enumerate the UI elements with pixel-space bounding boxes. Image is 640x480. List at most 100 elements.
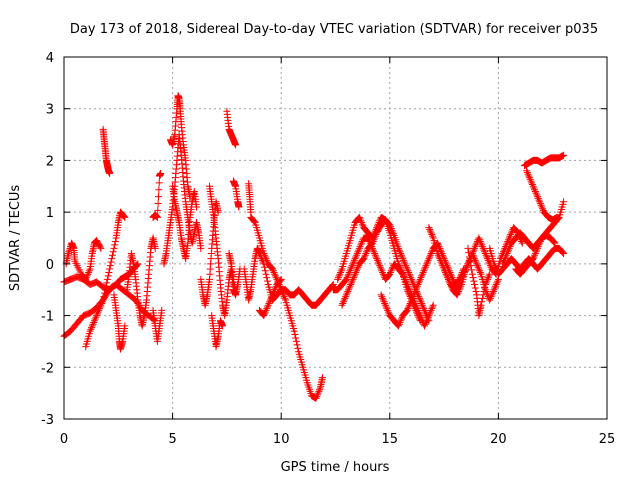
data-point bbox=[83, 272, 91, 280]
data-point bbox=[407, 274, 415, 282]
data-point bbox=[271, 270, 279, 278]
data-point bbox=[523, 168, 531, 176]
data-point bbox=[406, 272, 414, 280]
data-point bbox=[362, 250, 370, 258]
data-point bbox=[444, 275, 452, 283]
data-point bbox=[343, 289, 351, 297]
data-point bbox=[478, 243, 486, 251]
data-point bbox=[346, 267, 354, 275]
data-point bbox=[466, 257, 474, 265]
data-point bbox=[100, 293, 108, 301]
data-point bbox=[465, 249, 473, 257]
data-point bbox=[101, 289, 109, 297]
y-axis-label: SDTVAR / TECUs bbox=[8, 185, 23, 292]
data-point bbox=[97, 244, 105, 252]
data-point bbox=[397, 265, 405, 273]
data-point bbox=[280, 293, 288, 301]
data-point bbox=[413, 284, 421, 292]
data-point bbox=[435, 243, 443, 251]
data-point bbox=[339, 300, 347, 308]
data-point bbox=[347, 263, 355, 271]
data-point bbox=[492, 282, 500, 290]
data-point bbox=[82, 274, 90, 282]
data-point bbox=[420, 267, 428, 275]
data-point bbox=[363, 248, 371, 256]
data-point bbox=[423, 312, 431, 320]
data-points bbox=[60, 92, 568, 402]
data-point bbox=[379, 294, 387, 302]
series-track-af bbox=[520, 151, 568, 170]
data-point bbox=[436, 246, 444, 254]
data-point bbox=[454, 289, 462, 297]
data-point bbox=[373, 222, 381, 230]
data-point bbox=[427, 229, 435, 237]
data-point bbox=[474, 263, 482, 271]
data-point bbox=[394, 322, 402, 330]
data-point bbox=[110, 244, 118, 252]
data-point bbox=[403, 306, 411, 314]
data-point bbox=[121, 213, 129, 221]
data-point bbox=[429, 303, 437, 311]
data-point bbox=[352, 268, 360, 276]
data-point bbox=[478, 294, 486, 302]
data-point bbox=[400, 258, 408, 266]
data-point bbox=[469, 274, 477, 282]
data-point bbox=[337, 267, 345, 275]
data-point bbox=[358, 220, 366, 228]
data-point bbox=[154, 193, 162, 201]
data-point bbox=[397, 251, 405, 259]
data-point bbox=[455, 286, 463, 294]
data-point bbox=[271, 284, 279, 292]
data-point bbox=[558, 248, 566, 256]
data-point bbox=[531, 250, 539, 258]
data-point bbox=[106, 265, 114, 273]
data-point bbox=[412, 306, 420, 314]
data-point bbox=[486, 296, 494, 304]
data-point bbox=[481, 281, 489, 289]
data-point bbox=[481, 248, 489, 256]
data-point bbox=[342, 275, 350, 283]
data-point bbox=[533, 191, 541, 199]
series-track-y bbox=[334, 213, 424, 325]
data-point bbox=[262, 255, 270, 263]
data-point bbox=[473, 260, 481, 268]
data-point bbox=[376, 262, 384, 270]
data-point bbox=[524, 170, 532, 178]
data-point bbox=[489, 287, 497, 295]
data-point bbox=[428, 248, 436, 256]
data-point bbox=[468, 270, 476, 278]
data-point bbox=[408, 277, 416, 285]
data-point bbox=[434, 251, 442, 259]
plot-frame bbox=[63, 56, 608, 420]
data-point bbox=[380, 298, 388, 306]
data-point bbox=[533, 244, 541, 252]
data-point bbox=[403, 265, 411, 273]
data-point bbox=[109, 251, 117, 259]
data-point bbox=[550, 238, 558, 246]
data-point bbox=[107, 258, 115, 266]
data-point bbox=[415, 315, 423, 323]
data-point bbox=[436, 256, 444, 264]
data-point bbox=[103, 279, 111, 287]
data-point bbox=[534, 243, 542, 251]
data-point bbox=[352, 267, 360, 275]
data-point bbox=[291, 331, 299, 339]
data-point bbox=[415, 277, 423, 285]
data-point bbox=[419, 303, 427, 311]
data-point bbox=[102, 282, 110, 290]
data-point bbox=[270, 268, 278, 276]
data-point bbox=[350, 272, 358, 280]
series-track-c bbox=[62, 237, 105, 283]
data-point bbox=[414, 281, 422, 289]
data-point bbox=[372, 225, 380, 233]
data-point bbox=[410, 289, 418, 297]
data-point bbox=[531, 251, 539, 259]
data-point bbox=[90, 317, 98, 325]
data-point bbox=[358, 239, 366, 247]
data-point bbox=[360, 253, 368, 261]
x-axis-label: GPS time / hours bbox=[281, 460, 390, 475]
data-point bbox=[429, 232, 437, 240]
data-point bbox=[477, 301, 485, 309]
data-point bbox=[553, 213, 561, 221]
data-point bbox=[480, 287, 488, 295]
